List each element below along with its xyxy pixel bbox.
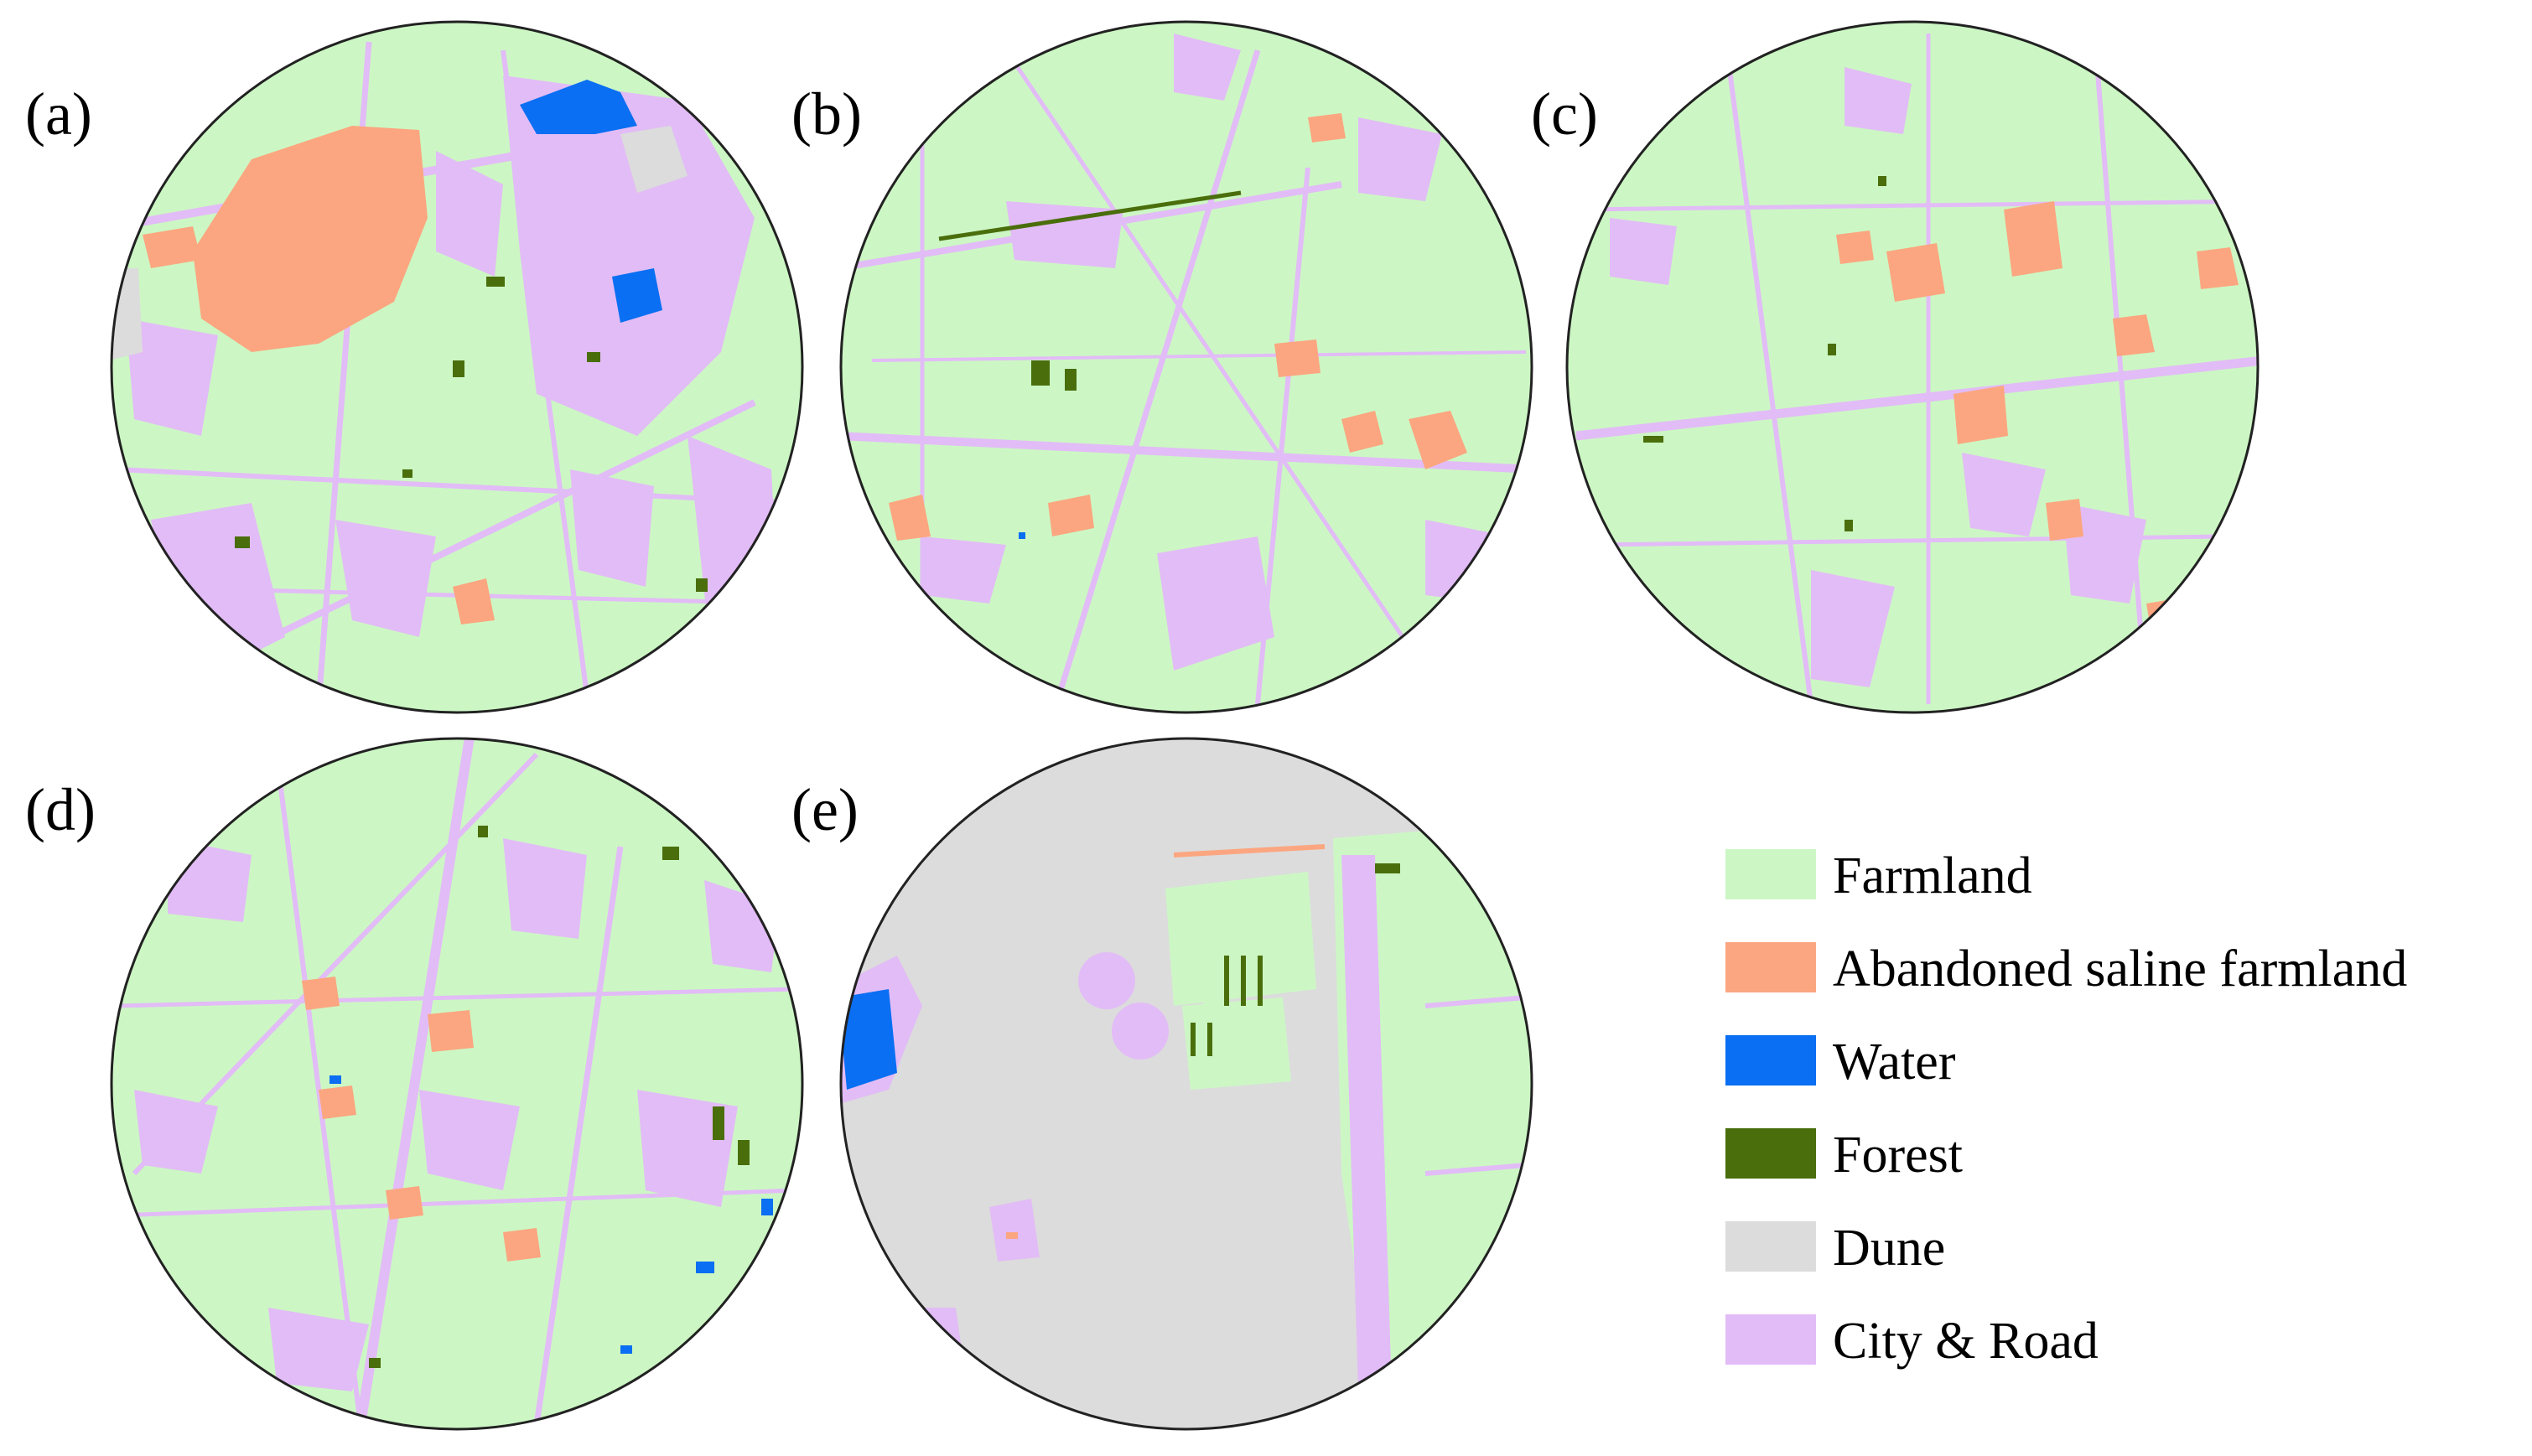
panel-label-c: (c) — [1531, 80, 1598, 148]
legend-swatch-water — [1725, 1035, 1816, 1086]
map-panel-c — [1567, 22, 2258, 712]
legend-label-water: Water — [1833, 1034, 1956, 1091]
map-panel-a — [112, 22, 802, 712]
legend: Farmland Abandoned saline farmland Water… — [1725, 847, 2407, 1370]
legend-swatch-farmland — [1725, 849, 1816, 899]
legend-label-abandoned-saline: Abandoned saline farmland — [1833, 940, 2407, 997]
map-border-b — [839, 20, 1533, 714]
legend-label-dune: Dune — [1833, 1220, 1945, 1277]
map-panel-e — [841, 738, 1532, 1429]
legend-swatch-forest — [1725, 1128, 1816, 1179]
panel-label-e: (e) — [791, 776, 859, 843]
map-border-d — [110, 737, 804, 1431]
panel-label-d: (d) — [25, 776, 96, 843]
panel-label-a: (a) — [25, 80, 92, 148]
map-border-e — [839, 737, 1533, 1431]
legend-swatch-city-road — [1725, 1314, 1816, 1365]
map-border-a — [110, 20, 804, 714]
panel-label-b: (b) — [791, 80, 862, 148]
legend-label-farmland: Farmland — [1833, 847, 2032, 904]
map-panel-d — [112, 738, 802, 1429]
legend-swatch-abandoned-saline — [1725, 942, 1816, 992]
legend-label-forest: Forest — [1833, 1127, 1963, 1184]
legend-swatch-dune — [1725, 1221, 1816, 1272]
map-border-c — [1565, 20, 2260, 714]
legend-label-city-road: City & Road — [1833, 1313, 2099, 1370]
map-panel-b — [841, 22, 1532, 712]
